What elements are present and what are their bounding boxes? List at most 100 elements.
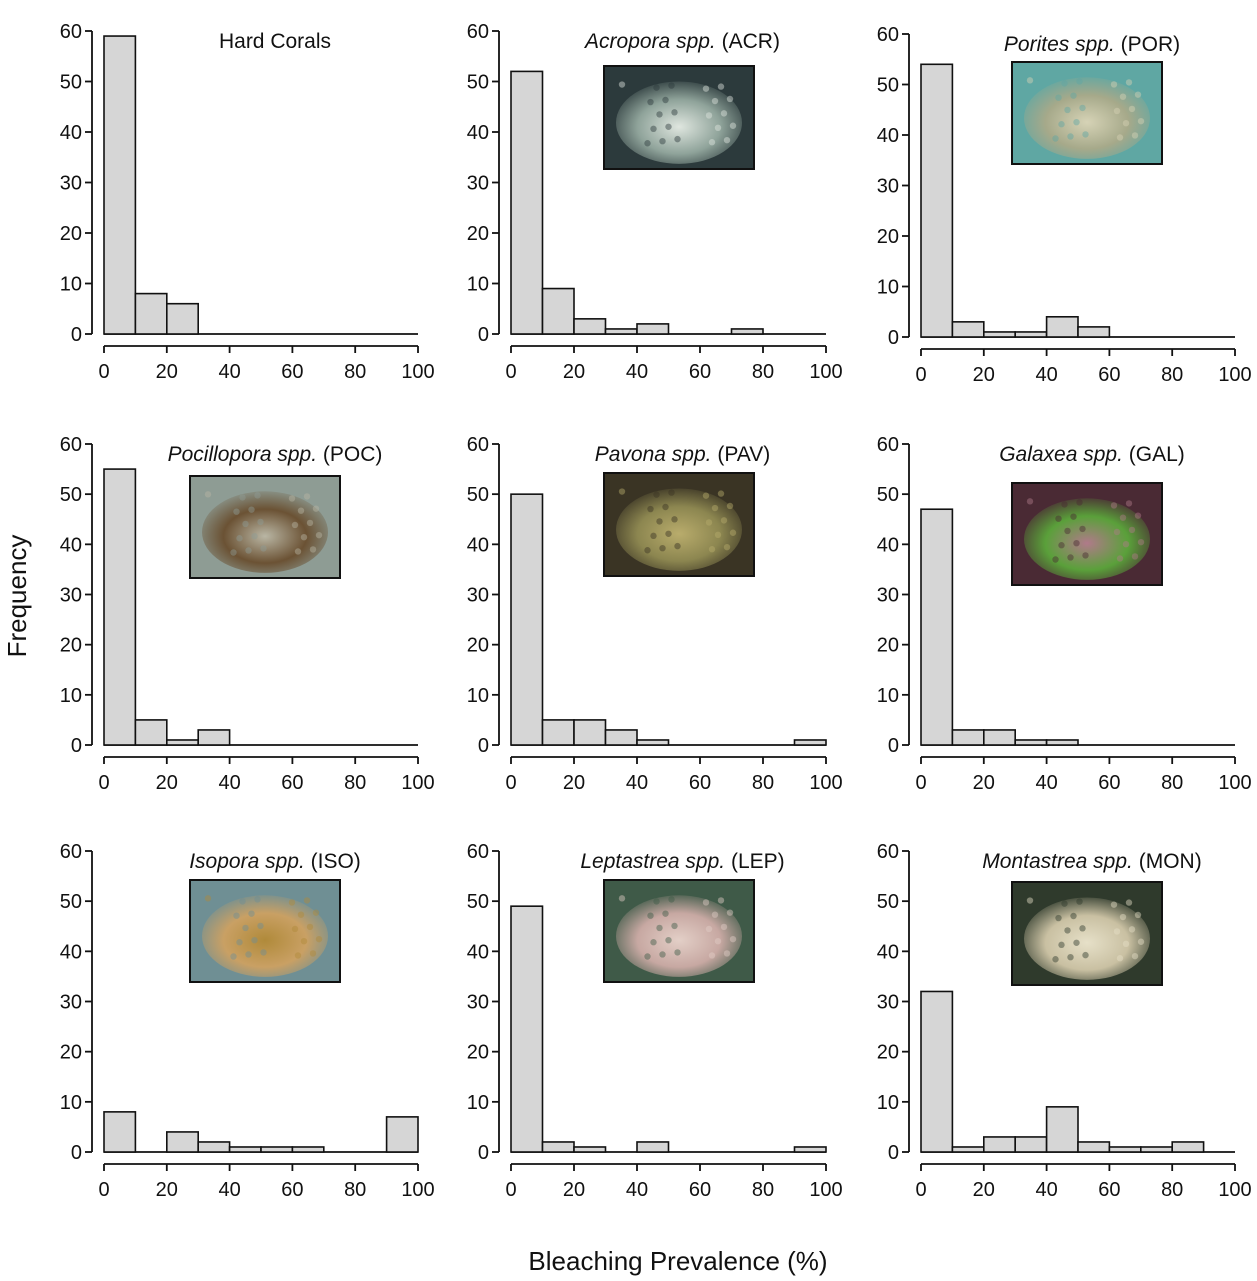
y-tick-label: 20 <box>60 1042 82 1064</box>
y-tick-label: 60 <box>467 21 489 43</box>
panel-title-genus: Leptastrea spp. <box>580 850 725 873</box>
y-tick-label: 10 <box>60 685 82 707</box>
photo-texture <box>230 549 237 556</box>
x-tick-label: 0 <box>505 772 516 794</box>
x-tick-label: 100 <box>1218 364 1251 386</box>
photo-texture <box>674 542 681 550</box>
x-axis-label: Bleaching Prevalence (%) <box>528 1246 827 1276</box>
photo-texture <box>1026 77 1034 84</box>
panel-title: Montastrea spp. (MON) <box>982 850 1201 873</box>
photo-texture <box>245 547 252 554</box>
photo-texture <box>729 935 737 943</box>
y-tick-label: 60 <box>60 841 82 863</box>
photo-texture <box>668 82 675 89</box>
y-tick-label: 30 <box>467 173 489 195</box>
x-tick-label: 80 <box>752 772 774 794</box>
photo-texture <box>1067 133 1074 140</box>
photo-texture <box>1110 901 1118 908</box>
x-tick-label: 100 <box>1218 772 1251 794</box>
photo-texture <box>303 493 311 500</box>
photo-texture <box>297 507 305 514</box>
histogram-bar <box>636 1141 670 1153</box>
histogram-bar <box>982 729 1016 746</box>
histogram-bar <box>793 739 827 746</box>
photo-texture <box>204 895 212 902</box>
x-tick-label: 100 <box>401 1179 434 1201</box>
panel-title-code: (POR) <box>1115 33 1180 56</box>
photo-texture <box>248 910 255 917</box>
photo-texture <box>647 505 654 513</box>
photo-texture <box>705 925 713 933</box>
photo-texture <box>288 495 296 502</box>
x-tick-label: 80 <box>1161 364 1183 386</box>
photo-texture <box>233 912 240 919</box>
photo-texture <box>1134 91 1142 98</box>
photo-texture <box>1070 912 1077 920</box>
photo-texture <box>714 531 722 538</box>
photo-texture <box>1128 105 1136 113</box>
y-tick-label: 40 <box>877 534 899 556</box>
x-tick-label: 20 <box>563 772 585 794</box>
photo-texture <box>708 546 716 553</box>
photo-texture <box>1026 897 1034 904</box>
photo-texture <box>1131 132 1139 139</box>
x-tick-label: 80 <box>752 1179 774 1201</box>
y-tick-label: 60 <box>467 841 489 863</box>
histogram-bar <box>1171 1141 1205 1153</box>
y-tick-label: 40 <box>60 534 82 556</box>
photo-texture <box>656 924 663 932</box>
histogram-bar <box>510 70 544 335</box>
x-tick-label: 100 <box>401 772 434 794</box>
panel-title-code: (PAV) <box>712 443 771 466</box>
photo-texture <box>647 98 654 106</box>
histogram-bar <box>1045 1106 1079 1153</box>
photo-texture <box>294 548 302 555</box>
x-tick-label: 80 <box>344 772 366 794</box>
histogram-bar <box>103 468 137 746</box>
y-tick-label: 50 <box>467 484 489 506</box>
photo-frame <box>1011 881 1163 986</box>
photo-texture <box>288 899 296 906</box>
panel-title-code: (ACR) <box>716 30 780 53</box>
photo-coral-shape <box>616 488 742 571</box>
photo-texture <box>659 951 666 958</box>
histogram-bar <box>951 729 985 746</box>
photo-texture <box>1067 554 1074 561</box>
pavona-coral-photo <box>603 472 755 577</box>
y-tick-label: 30 <box>467 992 489 1014</box>
histogram-bar <box>573 719 607 746</box>
histogram-bar <box>166 739 200 746</box>
photo-coral-shape <box>616 81 742 164</box>
photo-texture <box>297 911 305 918</box>
photo-texture <box>1073 939 1080 946</box>
y-tick-label: 50 <box>60 484 82 506</box>
photo-texture <box>1052 956 1059 963</box>
photo-texture <box>204 491 212 498</box>
y-tick-label: 50 <box>60 891 82 913</box>
y-tick-label: 10 <box>467 274 489 296</box>
photo-texture <box>674 949 681 956</box>
panel-title-code: Hard Corals <box>219 30 331 53</box>
photo-texture <box>711 504 719 512</box>
photo-texture <box>644 140 651 147</box>
x-tick-label: 60 <box>281 1179 303 1201</box>
photo-texture <box>1058 121 1065 128</box>
galaxea-coral-photo <box>1011 482 1163 586</box>
y-tick-label: 30 <box>60 173 82 195</box>
histogram-bar <box>1077 1141 1111 1153</box>
x-tick-label: 100 <box>809 1179 842 1201</box>
y-tick-label: 0 <box>71 1142 82 1164</box>
y-tick-label: 50 <box>877 484 899 506</box>
photo-texture <box>653 491 660 498</box>
photo-texture <box>1116 955 1124 962</box>
histogram-bar <box>510 905 544 1153</box>
y-tick-label: 20 <box>467 223 489 245</box>
y-tick-label: 0 <box>888 1142 899 1164</box>
photo-texture <box>671 109 678 116</box>
photo-texture <box>1122 541 1130 548</box>
photo-texture <box>1026 498 1034 505</box>
photo-texture <box>1058 542 1065 549</box>
x-tick-label: 40 <box>1035 1179 1057 1201</box>
panel-title-genus: Galaxea spp. <box>999 443 1123 466</box>
histogram-bar <box>103 1111 137 1153</box>
